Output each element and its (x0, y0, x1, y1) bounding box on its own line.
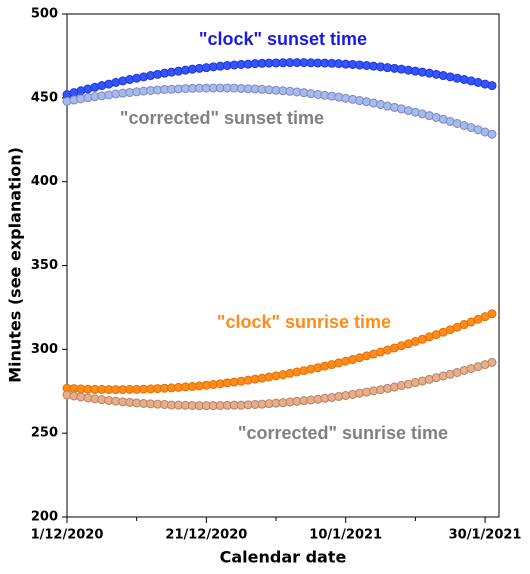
data-point (487, 309, 497, 319)
series-label: "corrected" sunset time (120, 108, 324, 128)
y-tick-label: 200 (31, 510, 58, 525)
x-tick-label: 1/12/2020 (31, 528, 104, 543)
y-tick-label: 400 (31, 174, 58, 189)
data-point (487, 129, 497, 139)
y-tick-label: 300 (31, 342, 58, 357)
y-tick-label: 500 (31, 7, 58, 22)
y-tick-label: 450 (31, 90, 58, 105)
x-axis-title: Calendar date (220, 548, 347, 567)
series-label: "clock" sunset time (199, 29, 367, 49)
y-axis-title: Minutes (see explanation) (6, 147, 25, 383)
y-tick-label: 250 (31, 426, 58, 441)
data-point (487, 357, 497, 367)
series-label: "clock" sunrise time (217, 312, 391, 332)
x-tick-label: 30/1/2021 (449, 528, 522, 543)
series-label: "corrected" sunrise time (238, 423, 448, 443)
x-tick-label: 10/1/2021 (309, 528, 382, 543)
y-tick-label: 350 (31, 258, 58, 273)
x-tick-label: 21/12/2020 (165, 528, 247, 543)
data-point (487, 81, 497, 91)
